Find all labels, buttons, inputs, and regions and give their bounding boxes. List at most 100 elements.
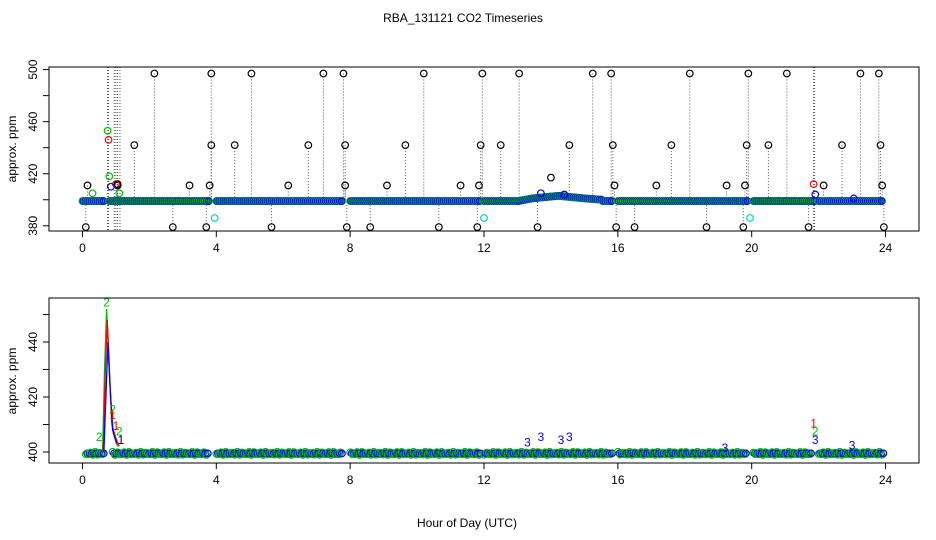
extra-point [811,190,820,199]
y-tick-label: 500 [26,59,40,79]
spike-point [366,223,375,231]
spike-point [739,223,748,231]
numeric-marker: 3 [722,441,729,455]
spike-point [478,69,487,78]
spike-point [879,223,888,231]
spike-point [284,181,293,190]
spike-point [764,141,773,149]
spike-point [185,181,194,190]
spike-point [607,69,616,78]
numeric-marker: 3 [566,430,573,444]
baseline-point [741,449,750,458]
spike-point [473,223,482,231]
spike-point [207,69,216,78]
extra-point [809,180,818,189]
spike-point [341,141,350,149]
spike-point [876,141,885,149]
x-tick-label: 24 [879,473,893,487]
spike-point [496,141,505,149]
baseline-point [204,197,213,205]
spike-point [304,141,313,149]
top-y-axis-label: approx. ppm [5,116,19,183]
spike-point [608,141,617,149]
x-tick-label: 24 [879,241,893,255]
x-axis-label: Hour of Day (UTC) [417,516,517,530]
spike-point [744,69,753,78]
spike-point [475,181,483,190]
numeric-marker: 1 [118,433,125,447]
bottom-y-axis-label: approx. ppm [5,348,19,415]
spike-point [230,141,239,149]
numeric-marker: 2 [96,430,103,444]
spike-point [515,69,524,78]
spike-point [819,181,828,190]
bottom-x-axis: 0 4 8 12 16 20 24 [79,462,893,487]
spike-point [150,69,159,78]
spike-point [782,69,791,78]
spike-point [741,181,749,190]
spike-point [804,223,813,231]
spike-point [205,181,214,190]
spike-point [588,69,597,78]
baseline-point [877,450,886,459]
spike-point [610,181,619,190]
spike-point [319,69,328,78]
extra-point [104,135,113,144]
spike-point [742,141,751,149]
baseline-point [476,449,485,458]
baseline-point [879,449,888,458]
spike-point [202,223,211,231]
extra-point [547,173,555,182]
baseline-point [335,449,344,458]
spike-point [456,181,465,190]
bottom-panel-frame [48,297,920,464]
top-x-axis: 0 4 8 12 16 20 24 [79,230,893,255]
spike-point [339,69,348,78]
spike-point [667,141,676,149]
x-tick-label: 8 [347,473,354,487]
extra-point [210,214,219,222]
top-panel-data [78,67,888,231]
baseline-point [338,449,346,458]
bottom-y-axis: 400 420 440 [26,314,50,462]
baseline-point [807,449,815,458]
baseline-point [877,197,886,205]
x-tick-label: 0 [79,241,86,255]
numeric-marker: 3 [558,433,565,447]
spike-point [419,69,428,78]
baseline-point [337,197,346,205]
top-panel: 0 4 8 12 16 20 24 380 420 460 500 approx. ppm [5,59,920,255]
numeric-marker: 3 [812,433,819,447]
spike-point [342,223,351,231]
y-tick-label: 440 [26,332,40,352]
x-tick-label: 16 [611,241,625,255]
spike-point [434,223,443,231]
numeric-marker: 3 [524,436,531,450]
numeric-marker: 2 [116,425,123,439]
numeric-marker: 2 [103,295,110,309]
extra-point [113,180,122,189]
spike-point [247,69,256,78]
figure-title: RBA_131121 CO2 Timeseries [383,11,543,25]
x-tick-label: 4 [213,473,220,487]
extra-point [115,189,124,198]
spike-point [383,181,391,190]
spike-point [83,181,92,190]
x-tick-label: 12 [477,473,491,487]
spike-point [856,69,865,78]
spike-point [565,141,574,149]
numeric-marker: 3 [849,438,856,452]
top-panel-frame [48,66,920,232]
y-tick-label: 420 [26,163,40,183]
spike-point [702,223,711,231]
numeric-marker: 1 [810,416,817,430]
extra-point [849,194,858,203]
spike-point [267,223,276,231]
x-tick-label: 4 [213,241,220,255]
baseline-point [336,448,345,457]
numeric-marker: 3 [538,430,545,444]
baseline-point [605,449,614,458]
y-tick-label: 400 [26,442,40,462]
